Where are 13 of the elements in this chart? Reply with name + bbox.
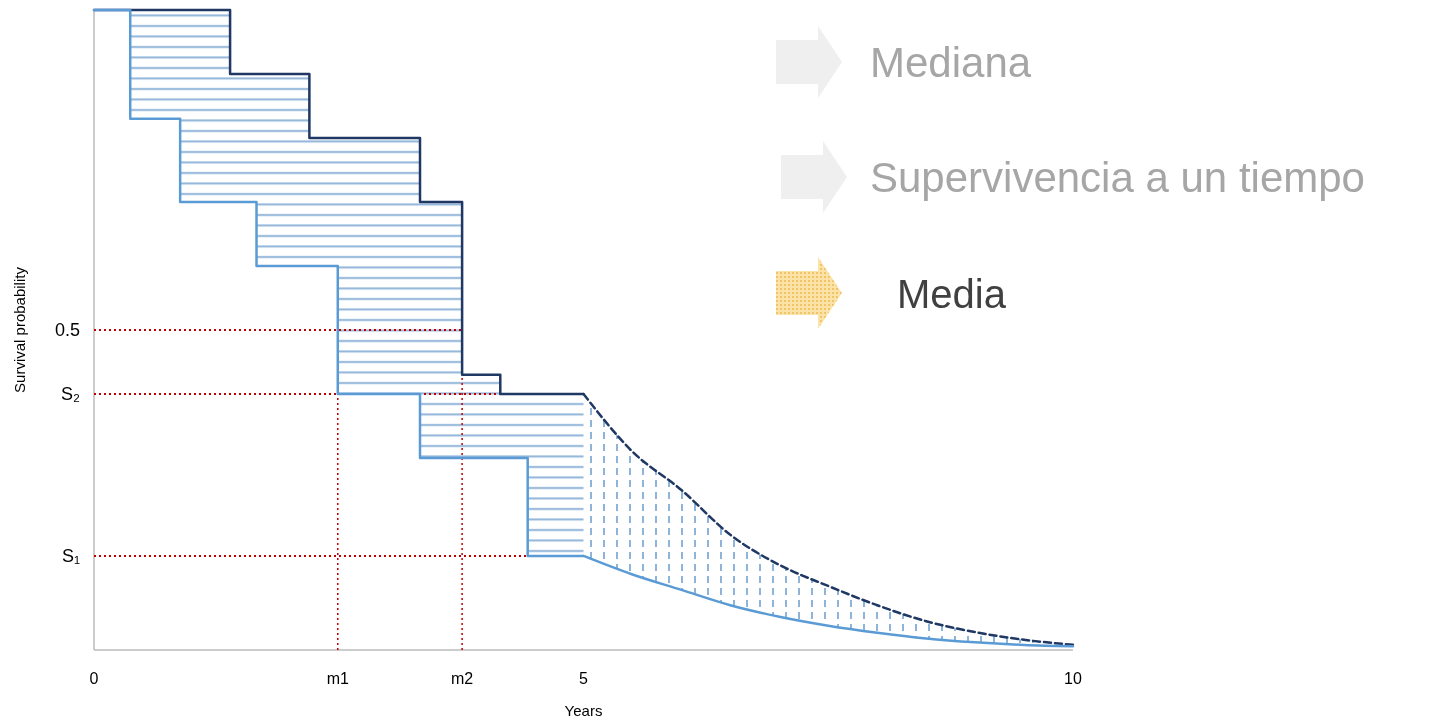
annotation: Media — [897, 272, 1007, 316]
x-tick-label: 10 — [1064, 670, 1082, 687]
x-tick-label: m2 — [450, 670, 474, 687]
ref-line-label: S₁ — [61, 545, 80, 566]
ref-line-label: 0.5 — [54, 320, 80, 340]
x-tick-label: 5 — [579, 670, 589, 687]
y-axis-title: Survival probability — [11, 266, 28, 393]
annotation: Mediana — [870, 39, 1032, 86]
annotation: Supervivencia a un tiempo — [870, 154, 1365, 201]
x-tick-label: m1 — [326, 670, 349, 687]
ref-line-label: S₂ — [61, 384, 81, 404]
x-axis-title: Years — [564, 702, 603, 719]
x-tick-label: 0 — [89, 670, 99, 687]
